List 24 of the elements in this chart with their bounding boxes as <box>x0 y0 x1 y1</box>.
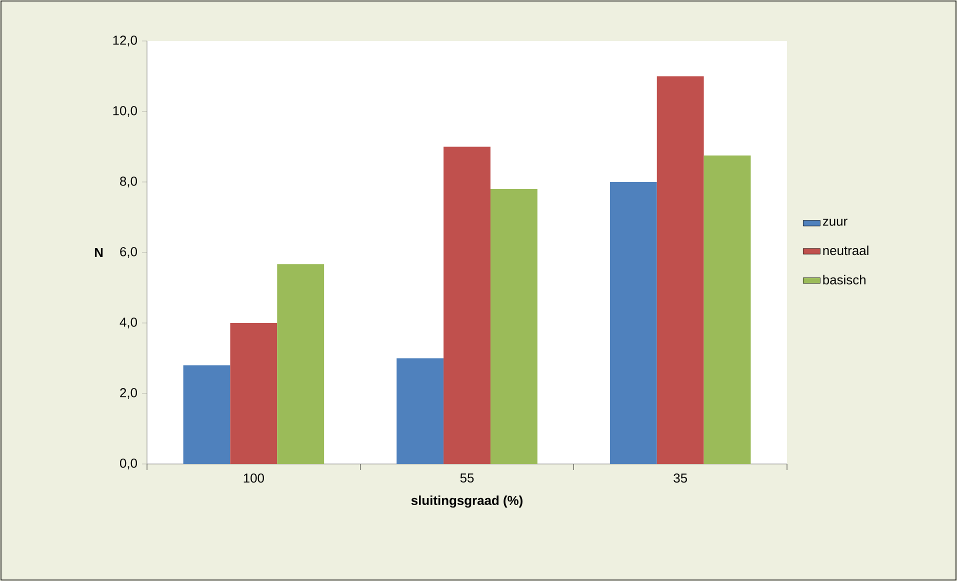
bar <box>490 189 538 464</box>
x-tick-label: 55 <box>460 474 474 483</box>
y-tick-label: 0,0 <box>120 458 137 470</box>
y-tick-label: 4,0 <box>120 318 137 328</box>
y-tick-label: 6,0 <box>120 247 137 258</box>
y-tick-label: 10,0 <box>113 106 137 117</box>
y-axis-title: N <box>94 248 103 257</box>
x-axis-title: sluitingsgraad (%) <box>411 495 522 508</box>
bar <box>704 156 751 464</box>
y-tick-label: 12,0 <box>113 36 137 46</box>
bar <box>656 76 704 464</box>
bar <box>183 365 230 464</box>
bar <box>396 358 444 464</box>
bar <box>230 322 278 464</box>
x-tick-label: 35 <box>674 474 687 483</box>
legend-label: neutraal <box>823 246 868 256</box>
x-tick-label: 100 <box>244 474 264 483</box>
legend-label: basisch <box>823 274 866 284</box>
bar <box>610 182 657 464</box>
y-tick-label: 2,0 <box>120 388 137 399</box>
bar <box>277 264 324 464</box>
legend-label: zuur <box>822 218 848 226</box>
y-tick-label: 8,0 <box>120 176 137 188</box>
bar <box>444 146 490 464</box>
